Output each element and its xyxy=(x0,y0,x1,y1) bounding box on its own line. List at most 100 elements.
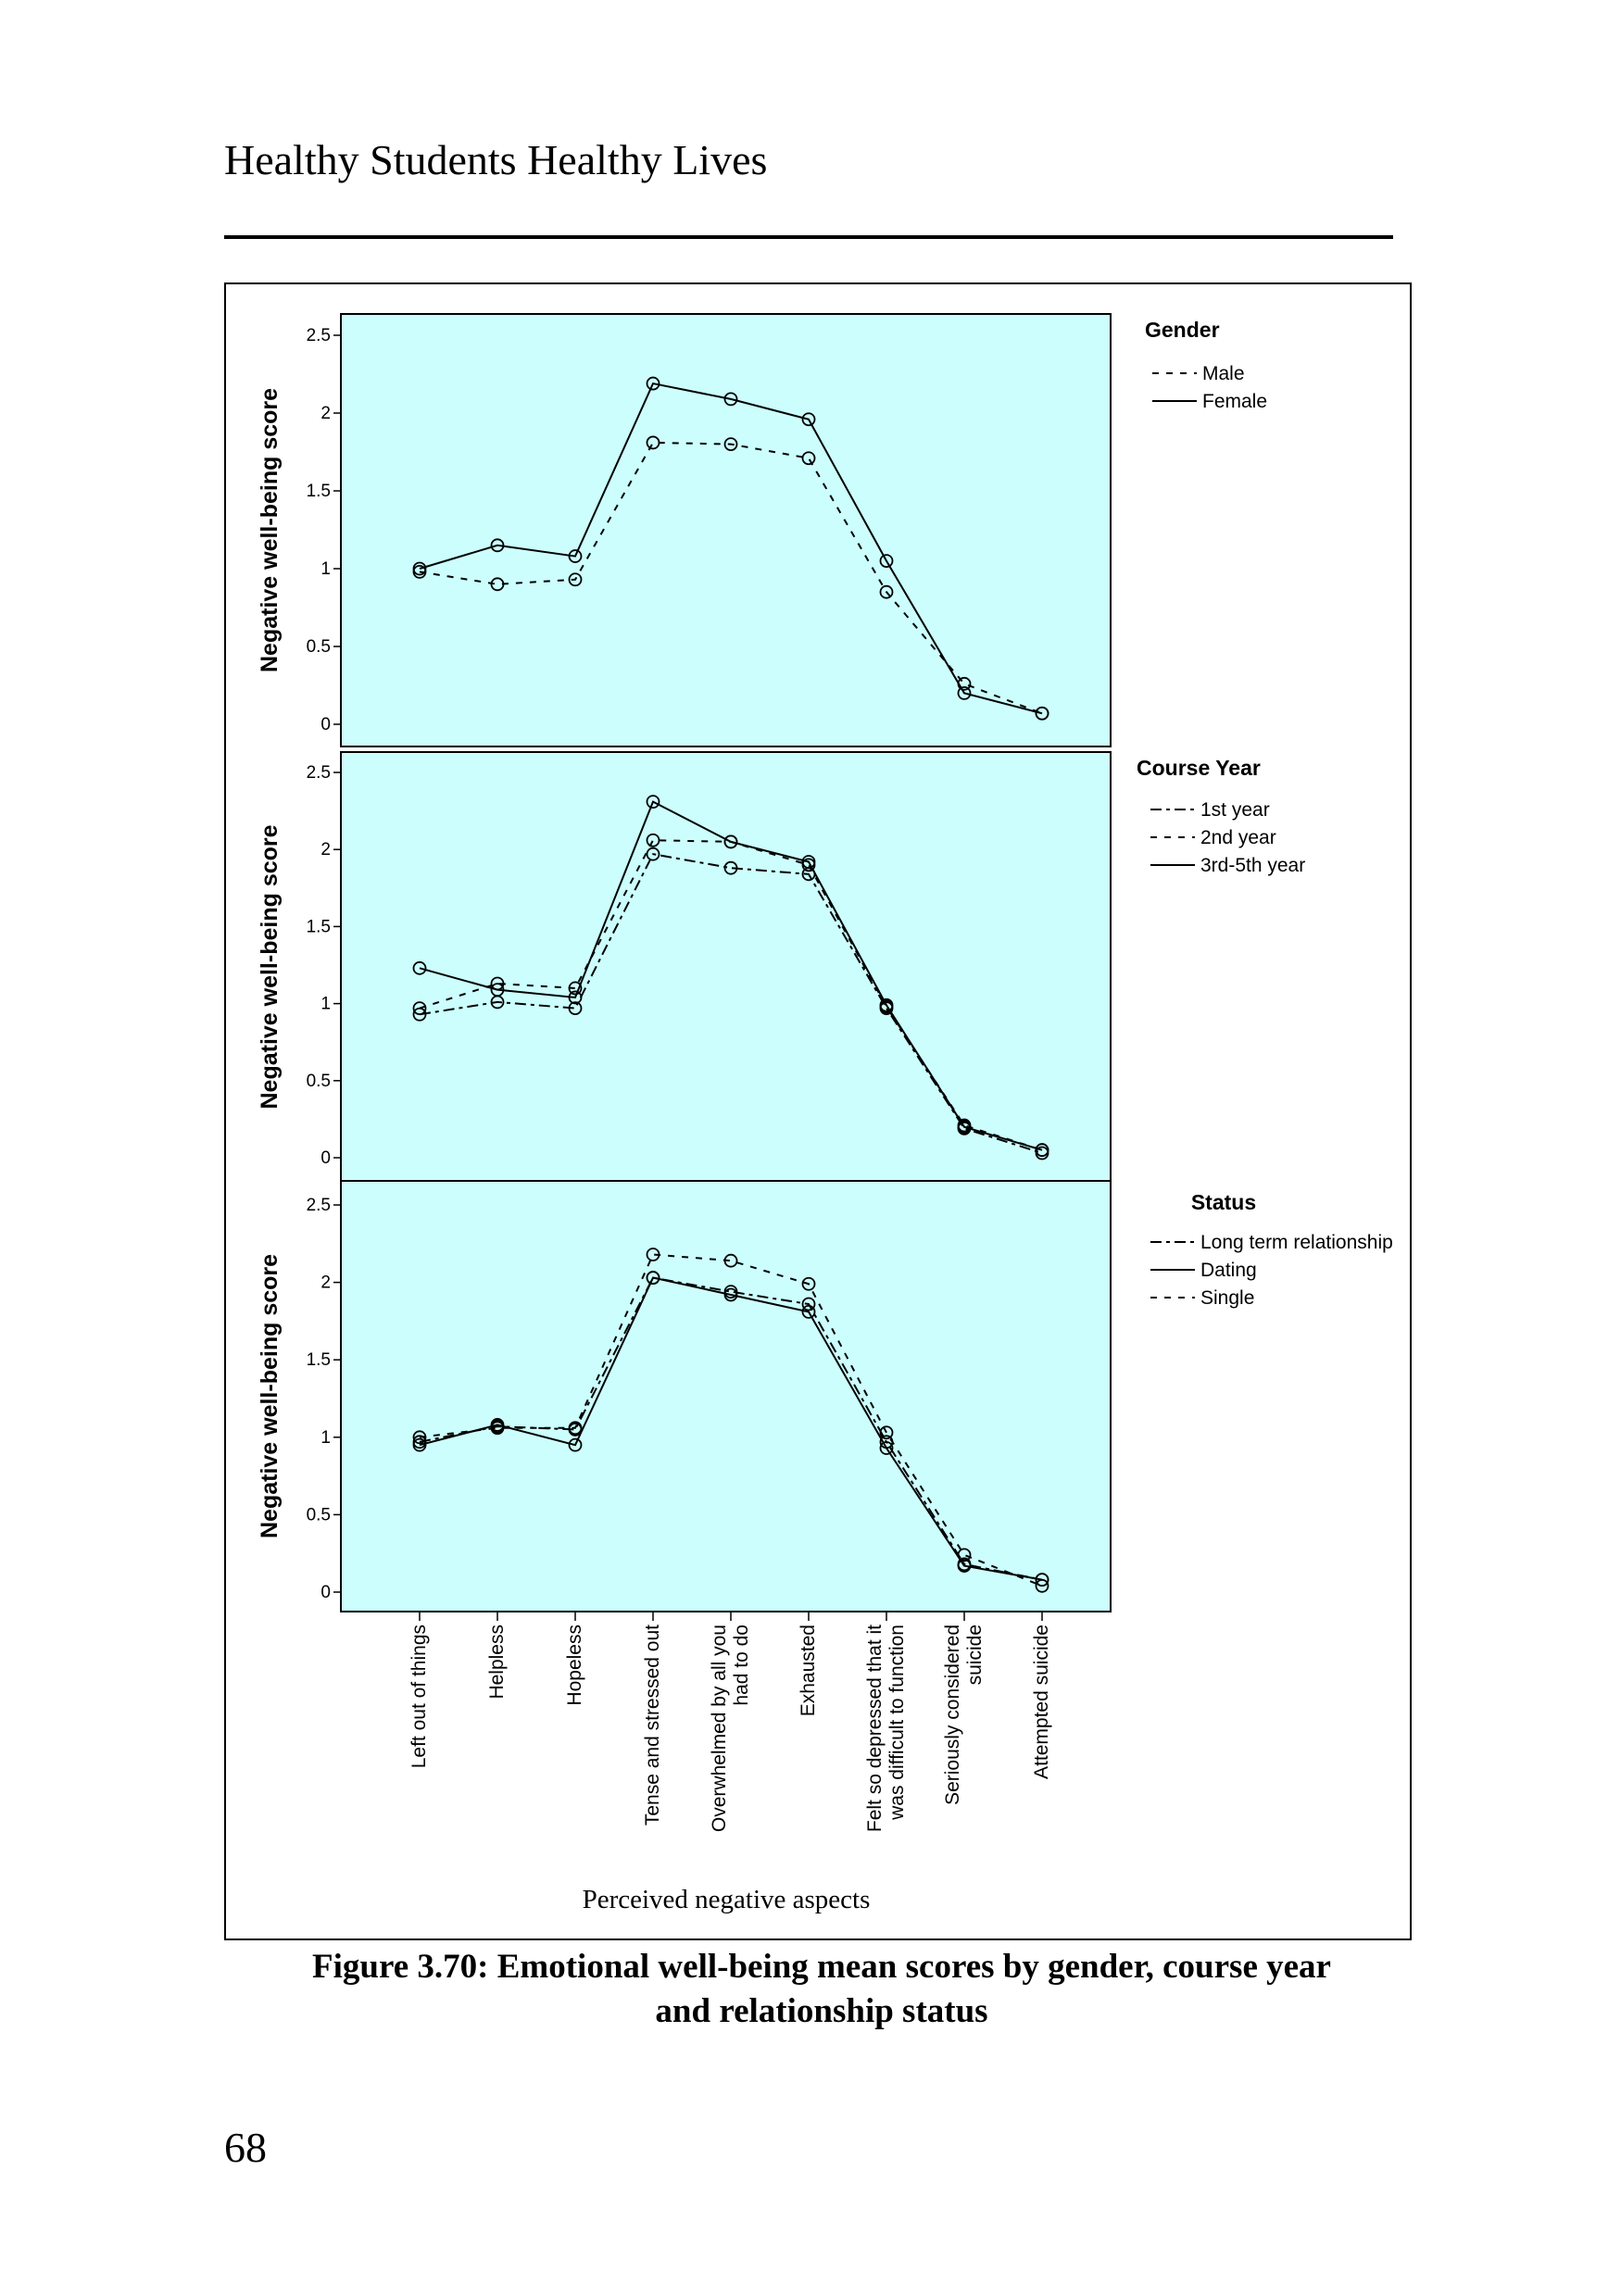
legend-title: Gender xyxy=(1145,318,1220,342)
figure-chart: 0 0.5 1 1.5 2 2.5 Negative well-being score Gen… xyxy=(257,313,1393,1914)
series-line-3 xyxy=(419,1253,1043,1587)
y-tick-label: 0 xyxy=(320,715,331,734)
y-tick-label: 1 xyxy=(320,995,331,1014)
data-point xyxy=(490,1421,505,1436)
chart-panel-1: 0 0.5 1 1.5 2 2.5 Negative well-being score Gen… xyxy=(257,313,1267,747)
data-point xyxy=(723,437,738,452)
data-point xyxy=(801,855,816,869)
data-point xyxy=(490,577,505,592)
data-point xyxy=(801,1304,816,1319)
data-point xyxy=(568,1421,583,1436)
legend-entry-3: 3rd-5th year xyxy=(1200,855,1305,876)
y-tick-label: 1.5 xyxy=(307,482,331,501)
x-tick-label: Exhausted xyxy=(798,1625,819,1716)
data-point xyxy=(412,561,427,576)
y-tick-label: 1.5 xyxy=(307,1350,331,1370)
data-point xyxy=(723,860,738,875)
data-point xyxy=(957,1548,972,1562)
y-tick-label: 2 xyxy=(320,1273,331,1293)
y-tick-label: 2 xyxy=(320,840,331,859)
data-point xyxy=(646,847,660,861)
series-line-1 xyxy=(419,441,1043,715)
data-point xyxy=(723,392,738,407)
legend-title: Status xyxy=(1191,1190,1256,1214)
data-point xyxy=(568,1437,583,1452)
data-point xyxy=(568,990,583,1005)
y-tick-label: 2.5 xyxy=(307,1196,331,1215)
data-point xyxy=(879,997,894,1012)
data-point xyxy=(879,584,894,599)
data-point xyxy=(490,983,505,997)
figure-caption-line-2: and relationship status xyxy=(655,1992,988,2030)
figure-caption-line-1: Figure 3.70: Emotional well-being mean s… xyxy=(312,1948,1331,1986)
legend-entry-1: Male xyxy=(1202,363,1245,384)
data-point xyxy=(490,538,505,553)
chart-panel-2: 0 0.5 1 1.5 2 2.5 Negative well-being score Cou… xyxy=(257,751,1305,1183)
x-tick-label: Left out of things xyxy=(408,1625,430,1768)
figure-frame: 0 0.5 1 1.5 2 2.5 Negative well-being score Gen… xyxy=(224,282,1412,1940)
x-tick-label: had to do xyxy=(731,1625,752,1706)
data-point xyxy=(957,1559,972,1573)
data-point xyxy=(879,554,894,569)
y-axis-label: Negative well-being score xyxy=(257,388,283,672)
plot-area xyxy=(340,751,1112,1183)
y-tick-label: 0.5 xyxy=(307,637,331,657)
x-tick-label: Overwhelmed by all you xyxy=(709,1625,730,1832)
data-point xyxy=(801,451,816,466)
data-point xyxy=(568,1001,583,1015)
data-point xyxy=(879,1425,894,1440)
data-point xyxy=(646,376,660,391)
data-point xyxy=(646,795,660,809)
y-tick-label: 2.5 xyxy=(307,326,331,345)
legend-entry-1: 1st year xyxy=(1200,799,1270,821)
x-tick-label: Tense and stressed out xyxy=(642,1625,663,1826)
header-rule xyxy=(224,235,1393,239)
data-point xyxy=(723,834,738,849)
x-axis-label: Perceived negative aspects xyxy=(583,1885,871,1914)
data-point xyxy=(568,549,583,563)
data-point xyxy=(801,1276,816,1291)
x-tick-label: was difficult to function xyxy=(886,1625,908,1821)
data-point xyxy=(412,960,427,975)
x-tick-label: Hopeless xyxy=(564,1625,585,1706)
chart-panel-3: 0 0.5 1 1.5 2 2.5 Negative well-being score Sta… xyxy=(257,1180,1393,1914)
data-point xyxy=(646,1271,660,1285)
y-axis-label: Negative well-being score xyxy=(257,824,283,1109)
x-tick-label: suicide xyxy=(964,1625,986,1685)
y-tick-label: 1 xyxy=(320,1428,331,1448)
series-line-2 xyxy=(419,382,1043,715)
y-tick-label: 1 xyxy=(320,559,331,579)
data-point xyxy=(801,1297,816,1311)
x-tick-label: Seriously considered xyxy=(942,1625,963,1805)
series-line-3 xyxy=(419,800,1043,1151)
data-point xyxy=(412,1437,427,1452)
legend-entry-2: Female xyxy=(1202,391,1267,412)
data-point xyxy=(957,1120,972,1135)
data-point xyxy=(412,1430,427,1445)
plot-area xyxy=(340,1180,1112,1612)
data-point xyxy=(1035,1578,1049,1593)
data-point xyxy=(646,435,660,450)
legend-entry-1: Long term relationship xyxy=(1200,1232,1393,1253)
series-line-1 xyxy=(419,853,1043,1154)
figure-caption: Figure 3.70: Emotional well-being mean s… xyxy=(224,1945,1419,2034)
running-header: Healthy Students Healthy Lives xyxy=(224,136,768,183)
data-point xyxy=(568,981,583,996)
y-tick-label: 0 xyxy=(320,1148,331,1168)
data-point xyxy=(568,572,583,587)
data-point xyxy=(879,1441,894,1455)
legend-title: Course Year xyxy=(1137,756,1261,780)
y-tick-label: 0.5 xyxy=(307,1505,331,1524)
x-tick-label: Attempted suicide xyxy=(1031,1625,1052,1779)
y-tick-label: 1.5 xyxy=(307,917,331,936)
x-tick-label: Helpless xyxy=(486,1625,508,1700)
page-number: 68 xyxy=(224,2124,267,2171)
data-point xyxy=(957,685,972,700)
data-point xyxy=(646,1248,660,1261)
data-point xyxy=(412,1001,427,1015)
y-tick-label: 2 xyxy=(320,404,331,423)
legend-entry-3: Single xyxy=(1200,1287,1254,1309)
data-point xyxy=(801,412,816,427)
legend-entry-2: 2nd year xyxy=(1200,827,1276,848)
data-point xyxy=(723,1253,738,1268)
